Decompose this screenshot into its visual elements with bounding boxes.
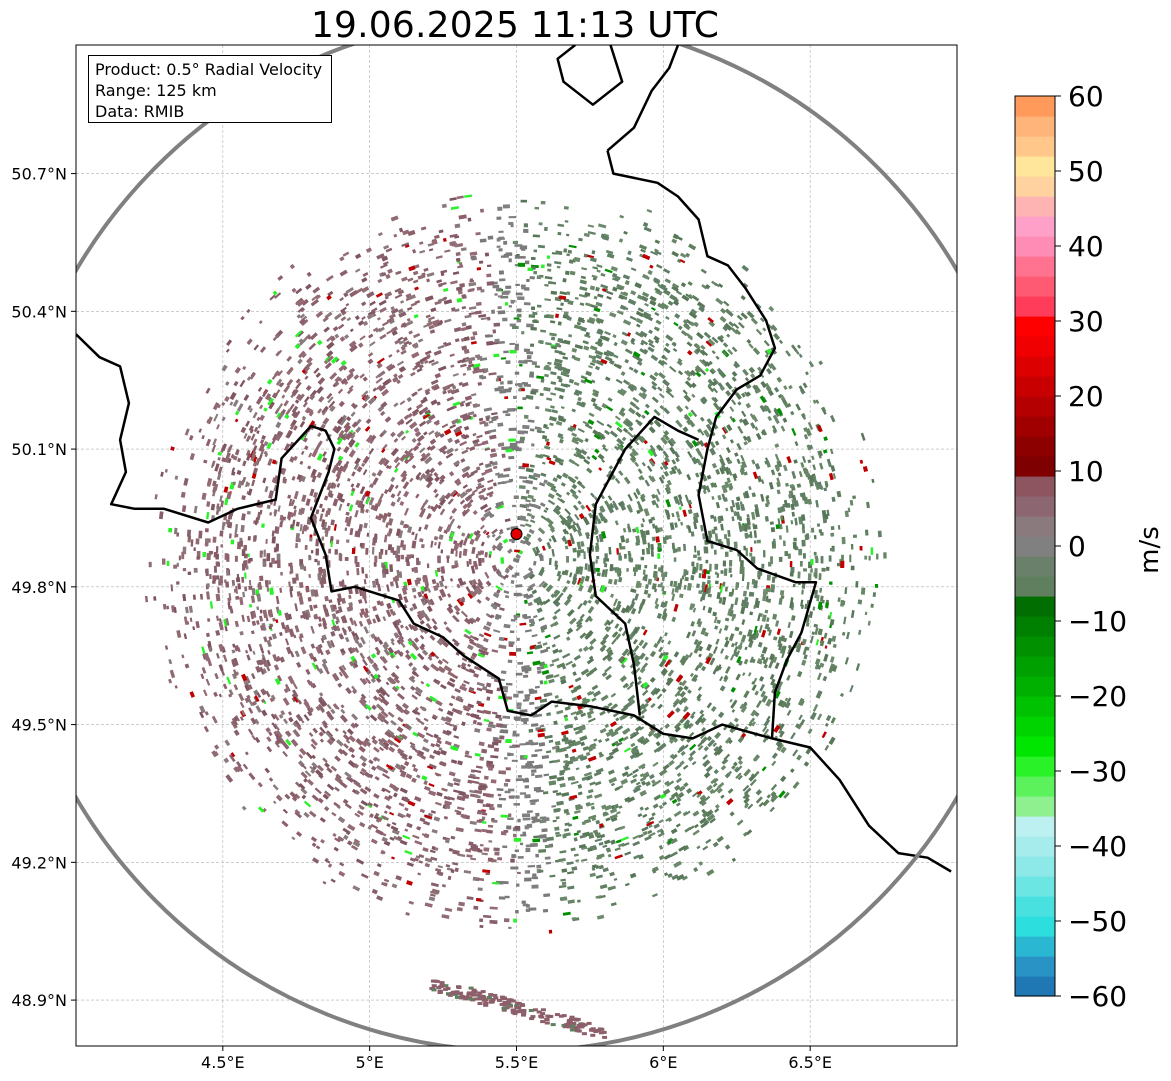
colorbar-band — [1015, 176, 1055, 197]
colorbar-tick-label: −20 — [1068, 680, 1127, 713]
colorbar-band — [1015, 876, 1055, 897]
info-product: Product: 0.5° Radial Velocity — [95, 60, 323, 79]
colorbar-band — [1015, 476, 1055, 497]
colorbar-unit-text: m/s — [1135, 526, 1165, 574]
radar-site-dot — [510, 528, 523, 541]
colorbar-band — [1015, 616, 1055, 637]
colorbar-band — [1015, 156, 1055, 177]
colorbar-band — [1015, 136, 1055, 157]
colorbar-tick-label: −60 — [1068, 980, 1127, 1013]
colorbar-band — [1015, 656, 1055, 677]
colorbar-band — [1015, 296, 1055, 317]
colorbar-band — [1015, 516, 1055, 537]
y-tick-label: 49.8°N — [11, 578, 67, 597]
colorbar-band — [1015, 696, 1055, 717]
x-tick-label: 5°E — [356, 1053, 384, 1072]
colorbar-band — [1015, 676, 1055, 697]
colorbar-band — [1015, 456, 1055, 477]
colorbar-tick-label: 20 — [1068, 380, 1104, 413]
colorbar-band — [1015, 596, 1055, 617]
colorbar-band — [1015, 436, 1055, 457]
x-tick-label: 5.5°E — [495, 1053, 539, 1072]
colorbar-tick-label: −10 — [1068, 605, 1127, 638]
colorbar-band — [1015, 756, 1055, 777]
colorbar-tick-label: 40 — [1068, 230, 1104, 263]
info-source: Data: RMIB — [95, 102, 185, 121]
x-tick-label: 6.5°E — [788, 1053, 832, 1072]
colorbar-band — [1015, 636, 1055, 657]
colorbar-band — [1015, 336, 1055, 357]
colorbar-band — [1015, 536, 1055, 557]
radar-site-marker — [510, 528, 523, 541]
colorbar-tick-label: 0 — [1068, 530, 1086, 563]
colorbar-band — [1015, 816, 1055, 837]
colorbar-band — [1015, 556, 1055, 577]
colorbar-band — [1015, 936, 1055, 957]
country-border — [606, 150, 818, 739]
colorbar-band — [1015, 236, 1055, 257]
x-tick-label: 4.5°E — [201, 1053, 245, 1072]
colorbar-tick-label: 50 — [1068, 155, 1104, 188]
colorbar-band — [1015, 116, 1055, 137]
y-tick-label: 50.1°N — [11, 440, 67, 459]
x-axis-ticks: 4.5°E 5°E 5.5°E 6°E 6.5°E — [201, 1046, 832, 1072]
colorbar-band — [1015, 916, 1055, 937]
colorbar-band — [1015, 196, 1055, 217]
country-border — [76, 333, 952, 873]
colorbar-band — [1015, 776, 1055, 797]
y-tick-label: 49.5°N — [11, 716, 67, 735]
country-border — [556, 45, 624, 106]
colorbar-band — [1015, 256, 1055, 277]
colorbar-band — [1015, 416, 1055, 437]
colorbar-tick-label: 60 — [1068, 80, 1104, 113]
colorbar-band — [1015, 356, 1055, 377]
colorbar-band — [1015, 956, 1055, 977]
colorbar-tick-label: −40 — [1068, 830, 1127, 863]
product-info-box: Product: 0.5° Radial Velocity Range: 125… — [88, 55, 332, 123]
colorbar-band — [1015, 276, 1055, 297]
colorbar-band — [1015, 316, 1055, 337]
colorbar-band — [1015, 96, 1055, 117]
colorbar-band — [1015, 976, 1055, 997]
colorbar-band — [1015, 896, 1055, 917]
colorbar-tick-label: −30 — [1068, 755, 1127, 788]
y-axis-ticks: 48.9°N 49.2°N 49.5°N 49.8°N 50.1°N 50.4°N 50.7… — [11, 165, 76, 1010]
country-borders — [76, 45, 952, 873]
y-tick-label: 49.2°N — [11, 853, 67, 872]
colorbar-band — [1015, 836, 1055, 857]
colorbar-band — [1015, 856, 1055, 877]
colorbar-band — [1015, 396, 1055, 417]
y-tick-label: 50.4°N — [11, 302, 67, 321]
colorbar-unit-label: m/s — [1130, 520, 1170, 580]
plot-title: 19.06.2025 11:13 UTC — [310, 5, 720, 46]
colorbar-tick-label: −50 — [1068, 905, 1127, 938]
info-range: Range: 125 km — [95, 81, 217, 100]
y-tick-label: 48.9°N — [11, 991, 67, 1010]
colorbar-band — [1015, 716, 1055, 737]
colorbar-band — [1015, 736, 1055, 757]
y-tick-label: 50.7°N — [11, 165, 67, 184]
colorbar-band — [1015, 496, 1055, 517]
country-border — [588, 415, 700, 716]
colorbar-tick-label: 10 — [1068, 455, 1104, 488]
velocity-echoes — [144, 194, 887, 1039]
colorbar-band — [1015, 376, 1055, 397]
colorbar: 60 50 40 30 20 10 0 −10 −20 −30 −40 −50 −60 — [1014, 80, 1127, 1013]
colorbar-band — [1015, 216, 1055, 237]
colorbar-band — [1015, 796, 1055, 817]
colorbar-tick-label: 30 — [1068, 305, 1104, 338]
x-tick-label: 6°E — [649, 1053, 677, 1072]
gridlines — [76, 45, 957, 1046]
colorbar-band — [1015, 576, 1055, 597]
country-border — [606, 45, 680, 152]
